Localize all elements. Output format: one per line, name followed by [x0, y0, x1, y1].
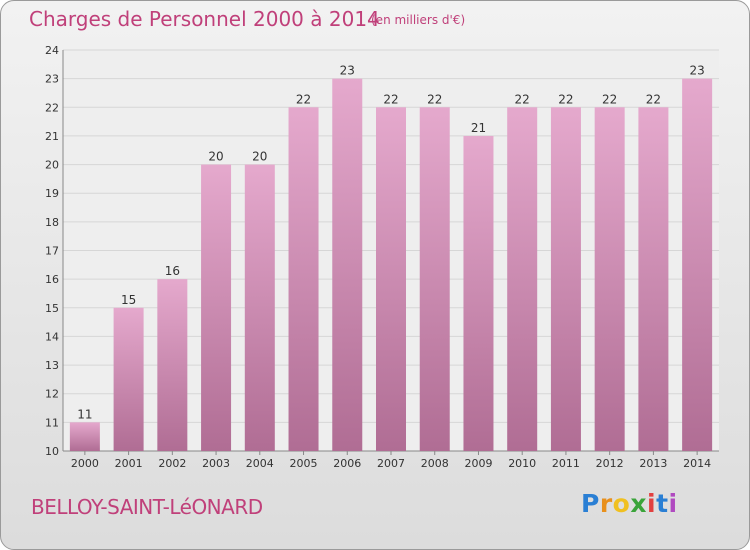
y-tick-label: 16 — [45, 273, 59, 286]
y-tick-label: 10 — [45, 445, 59, 458]
x-tick-label: 2005 — [290, 457, 318, 470]
y-tick-label: 19 — [45, 187, 59, 200]
data-label: 22 — [602, 92, 617, 106]
data-label: 20 — [208, 150, 223, 164]
x-tick-label: 2008 — [421, 457, 449, 470]
logo-letter: o — [612, 489, 631, 518]
bar — [594, 107, 625, 452]
data-label: 22 — [427, 92, 442, 106]
y-tick-label: 11 — [45, 416, 59, 429]
y-tick-label: 12 — [45, 388, 59, 401]
x-tick-label: 2013 — [639, 457, 667, 470]
bar — [507, 107, 538, 452]
proxiti-logo: Proxiti — [581, 489, 678, 518]
y-tick-label: 20 — [45, 159, 59, 172]
y-tick-label: 17 — [45, 245, 59, 258]
x-tick-label: 2003 — [202, 457, 230, 470]
data-label: 15 — [121, 293, 136, 307]
x-tick-label: 2006 — [333, 457, 361, 470]
bar — [157, 279, 188, 451]
logo-letter: t — [656, 489, 669, 518]
bar — [419, 107, 450, 452]
x-tick-label: 2014 — [683, 457, 711, 470]
bar — [69, 422, 100, 451]
bar — [463, 135, 494, 451]
bar — [376, 107, 406, 452]
bar — [201, 164, 232, 452]
logo-letter: x — [630, 489, 647, 518]
x-tick-label: 2012 — [596, 457, 624, 470]
logo-letter: i — [647, 489, 657, 518]
y-tick-label: 15 — [45, 302, 59, 315]
bar — [113, 307, 144, 451]
chart-title: Charges de Personnel 2000 à 2014 — [29, 7, 380, 31]
data-label: 22 — [296, 92, 311, 106]
y-tick-label: 18 — [45, 216, 59, 229]
data-label: 23 — [689, 64, 704, 78]
logo-letter: r — [599, 489, 613, 518]
data-label: 11 — [77, 407, 92, 421]
data-label: 23 — [340, 64, 355, 78]
y-tick-label: 21 — [45, 130, 59, 143]
data-label: 21 — [471, 121, 486, 135]
data-label: 22 — [515, 92, 530, 106]
bar — [638, 107, 669, 452]
data-label: 22 — [383, 92, 398, 106]
data-label: 22 — [646, 92, 661, 106]
bar — [682, 78, 713, 452]
x-tick-label: 2007 — [377, 457, 405, 470]
bar — [550, 107, 581, 452]
y-tick-label: 13 — [45, 359, 59, 372]
bar — [288, 107, 319, 452]
x-tick-label: 2010 — [508, 457, 536, 470]
x-tick-label: 2009 — [464, 457, 492, 470]
x-tick-label: 2011 — [552, 457, 580, 470]
data-label: 16 — [165, 264, 180, 278]
x-tick-label: 2002 — [158, 457, 186, 470]
data-label: 22 — [558, 92, 573, 106]
logo-letter: P — [581, 489, 600, 518]
y-tick-label: 23 — [45, 73, 59, 86]
y-tick-label: 14 — [45, 330, 59, 343]
commune-name: BELLOY-SAINT-LéONARD — [31, 495, 263, 519]
y-tick-label: 22 — [45, 101, 59, 114]
x-tick-label: 2001 — [115, 457, 143, 470]
x-tick-label: 2000 — [71, 457, 99, 470]
data-label: 20 — [252, 150, 267, 164]
bar — [244, 164, 275, 452]
chart-subtitle: (en milliers d'€) — [371, 13, 466, 27]
logo-letter: i — [668, 489, 678, 518]
x-tick-label: 2004 — [246, 457, 274, 470]
y-tick-label: 24 — [45, 44, 59, 57]
bar — [332, 78, 363, 452]
